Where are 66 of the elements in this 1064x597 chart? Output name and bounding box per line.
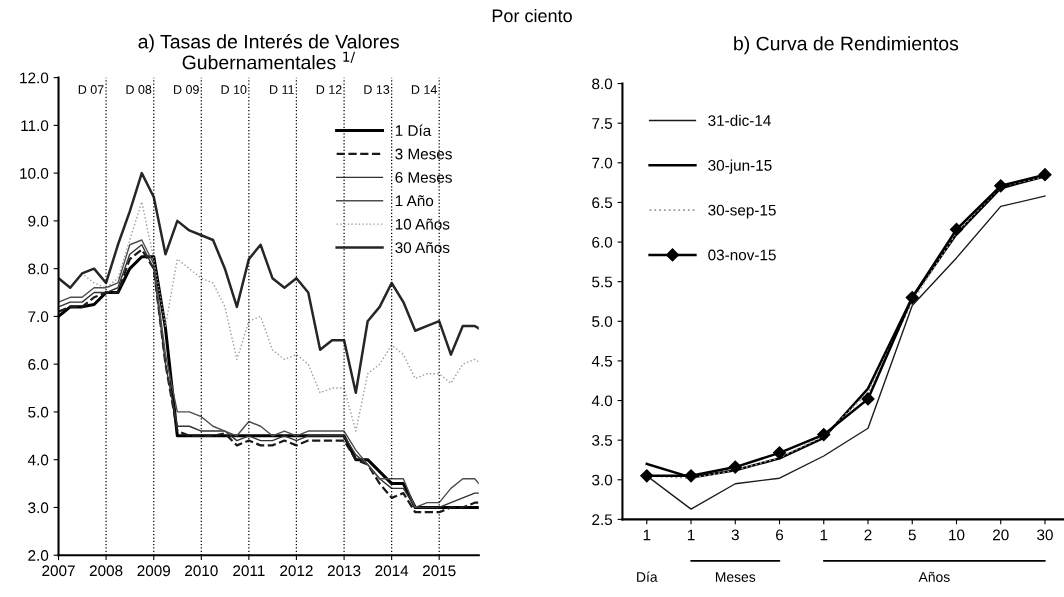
legend-label: 31-dic-14 <box>708 114 771 126</box>
y-tick-label: 3.5 <box>592 435 613 446</box>
x-tick-label: 2015 <box>422 565 456 577</box>
ref-line-label: D 09 <box>174 85 199 94</box>
y-tick-label: 5.5 <box>592 276 613 288</box>
legend-label: 6 Meses <box>395 172 452 183</box>
text: Meses <box>715 572 756 582</box>
x-tick-label: 2013 <box>327 565 361 577</box>
text: Por ciento <box>492 8 572 23</box>
y-tick-label: 6.5 <box>592 197 613 209</box>
ref-line-label: D 13 <box>364 85 390 94</box>
legend-label: 1 Día <box>395 124 432 137</box>
y-tick-label: 6.0 <box>592 236 613 248</box>
ref-line-label: D 12 <box>316 85 342 94</box>
x-tick-label: 2007 <box>42 565 75 577</box>
y-tick-label: 4.0 <box>591 395 613 407</box>
ref-line-label: D 07 <box>78 85 104 94</box>
y-tick-label: 7.0 <box>28 311 49 323</box>
legend-label: 03-nov-15 <box>708 249 776 261</box>
ref-line-label: D 14 <box>411 85 437 94</box>
x-tick-label: 2012 <box>280 565 313 577</box>
legend-label: 30-sep-15 <box>708 204 776 219</box>
x-tick-label: 2014 <box>375 565 409 577</box>
legend-label: 30-jun-15 <box>708 159 772 174</box>
text: Día <box>637 571 658 582</box>
ref-line-label: D 10 <box>221 85 247 94</box>
x-tick-label: 6 <box>776 529 784 541</box>
x-tick-label: 30 <box>1037 529 1053 541</box>
x-tick-label: 2010 <box>185 565 218 577</box>
x-tick-label: 5 <box>908 529 916 541</box>
y-tick-label: 3.0 <box>592 474 613 486</box>
x-tick-label: 1 <box>643 529 651 541</box>
ref-line-label: D 11 <box>270 85 294 94</box>
y-tick-label: 4.0 <box>27 454 49 466</box>
x-tick-label: 20 <box>993 529 1009 541</box>
x-tick-label: 2009 <box>137 565 171 577</box>
y-tick-label: 12.0 <box>20 72 49 84</box>
y-tick-label: 7.5 <box>592 118 613 129</box>
y-tick-label: 8.0 <box>592 78 613 90</box>
y-tick-label: 8.0 <box>28 263 49 275</box>
x-tick-label: 3 <box>731 529 739 541</box>
x-tick-label: 2011 <box>233 565 265 577</box>
x-tick-label: 2008 <box>89 565 123 577</box>
legend-label: 3 Meses <box>395 148 452 160</box>
x-tick-label: 1 <box>687 529 695 541</box>
chart-title: b) Curva de Rendimientos <box>734 36 959 55</box>
y-tick-label: 6.0 <box>28 359 49 370</box>
x-tick-label: 2 <box>864 529 872 541</box>
x-tick-label: 10 <box>949 529 965 541</box>
y-tick-label: 5.0 <box>592 316 613 327</box>
y-tick-label: 5.0 <box>28 406 49 418</box>
text: Años <box>918 571 950 582</box>
y-tick-label: 11.0 <box>21 120 49 132</box>
legend-label: 30 Años <box>395 241 450 254</box>
chart-title: a) Tasas de Interés de Valores Gubernamentales $^{1/}$ <box>138 34 399 70</box>
legend-label: 1 Año <box>395 195 434 207</box>
x-tick-label: 1 <box>820 529 828 541</box>
y-tick-label: 2.5 <box>592 514 613 526</box>
legend-label: 10 Años <box>395 218 450 230</box>
y-tick-label: 3.0 <box>28 502 49 514</box>
y-tick-label: 7.0 <box>592 157 613 169</box>
ref-line-label: D 08 <box>126 85 152 94</box>
y-tick-label: 9.0 <box>28 215 49 227</box>
y-tick-label: 10.0 <box>20 168 49 179</box>
y-tick-label: 2.0 <box>28 550 49 561</box>
y-tick-label: 4.5 <box>591 355 613 367</box>
